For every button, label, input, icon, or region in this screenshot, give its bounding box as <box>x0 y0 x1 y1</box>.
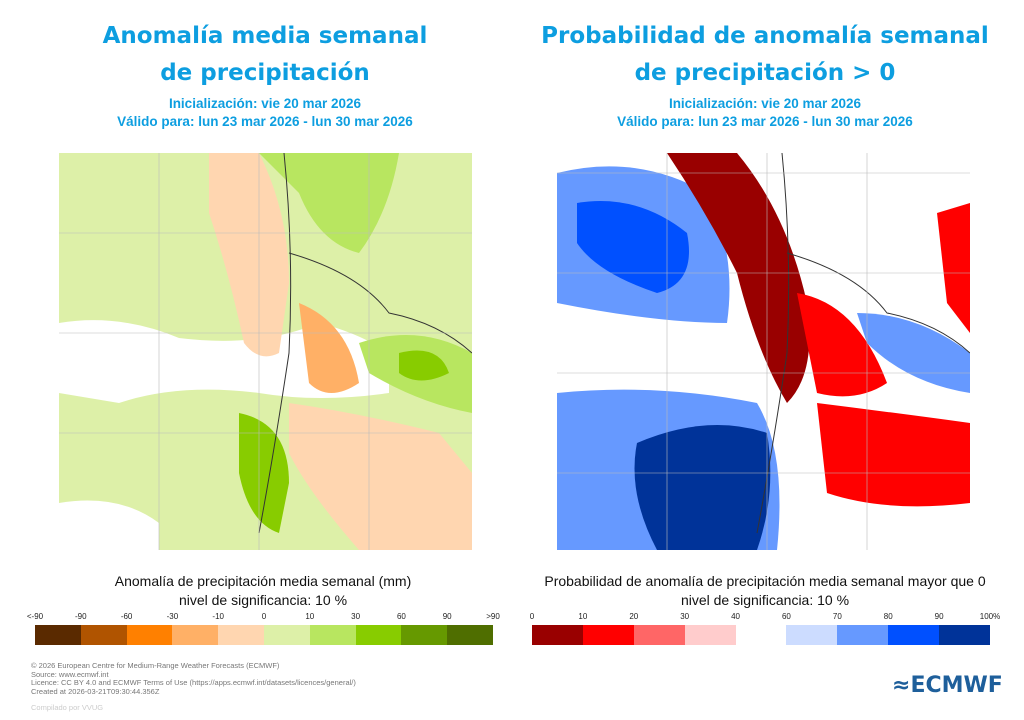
footer-copyright: © 2026 European Centre for Medium-Range … <box>31 661 280 670</box>
colorbar-swatch <box>35 625 81 645</box>
colorbar-tick: 60 <box>396 612 406 621</box>
colorbar-swatch <box>447 625 493 645</box>
map-white-sw <box>59 500 159 550</box>
map-red-southeast <box>817 403 970 507</box>
footer-source: Source: www.ecmwf.int <box>31 669 109 679</box>
colorbar-tick: 10 <box>305 612 315 621</box>
colorbar-swatch <box>582 625 634 645</box>
ecmwf-logo-text: ECMWF <box>910 673 1003 698</box>
map-coastline <box>756 153 970 534</box>
footer-licence: Licence: CC BY 4.0 and ECMWF Terms of Us… <box>31 678 356 687</box>
left-caption-text: Anomalía de precipitación media semanal … <box>114 573 412 589</box>
left-valid: Válido para: lun 23 mar 2026 - lun 30 ma… <box>117 114 413 129</box>
left-title-line2: de precipitación <box>160 60 370 86</box>
right-subtitle: Inicialización: vie 20 mar 2026 Válido pa… <box>515 95 1015 131</box>
colorbar-swatch <box>401 625 448 645</box>
probability-colorbar: 0 10 20 30 40 60 70 80 90 100% <box>529 612 1000 646</box>
colorbar-swatch <box>309 625 356 645</box>
colorbar-tick: 70 <box>832 612 842 621</box>
map-green-dark <box>399 350 449 381</box>
footer-credits: © 2026 European Centre for Medium-Range … <box>31 661 356 696</box>
map-gridlines <box>557 153 970 550</box>
colorbar-tick: >90 <box>486 612 500 621</box>
colorbar-tick: <-90 <box>26 612 44 621</box>
colorbar-swatch <box>264 625 310 645</box>
right-title: Probabilidad de anomalía semanal de preci… <box>515 18 1015 92</box>
colorbar-tick: 40 <box>731 612 740 621</box>
colorbar-tick: 0 <box>529 612 535 621</box>
colorbar-swatch <box>939 625 990 645</box>
colorbar-swatch <box>218 625 264 645</box>
left-subtitle: Inicialización: vie 20 mar 2026 Válido pa… <box>15 95 515 131</box>
colorbar-tick: -10 <box>212 612 224 621</box>
map-gridlines <box>59 153 472 550</box>
map-green-north <box>259 153 399 253</box>
probability-map <box>557 153 970 550</box>
colorbar-tick: 30 <box>680 612 690 621</box>
right-init: Inicialización: vie 20 mar 2026 <box>668 96 862 111</box>
colorbar-swatch <box>355 625 402 645</box>
left-title-line1: Anomalía media semanal <box>102 23 428 49</box>
ecmwf-logo-icon: ≈ <box>892 673 911 698</box>
compiled-by: Compilado por VVUG <box>31 703 104 712</box>
map-blue-nw-dark <box>577 201 689 293</box>
colorbar-tick: 60 <box>781 612 791 621</box>
colorbar-tick: -30 <box>166 612 179 621</box>
anomaly-map <box>59 153 472 550</box>
map-blue-south-dark <box>634 425 771 550</box>
colorbar-swatch <box>684 625 736 645</box>
colorbar-tick: -90 <box>75 612 87 621</box>
colorbar-swatch <box>126 625 173 645</box>
left-significance: nivel de significancia: 10 % <box>178 592 348 608</box>
anomaly-colorbar: <-90 -90 -60 -30 -10 0 10 30 60 90 >90 <box>27 612 500 646</box>
map-red-ne <box>937 203 970 333</box>
colorbar-swatch <box>80 625 127 645</box>
right-significance: nivel de significancia: 10 % <box>680 592 850 608</box>
colorbar-tick: -60 <box>120 612 133 621</box>
left-title: Anomalía media semanal de precipitación <box>15 18 515 92</box>
right-caption: Probabilidad de anomalía de precipitació… <box>515 572 1015 610</box>
colorbar-swatch <box>172 625 219 645</box>
left-caption: Anomalía de precipitación media semanal … <box>13 572 513 610</box>
colorbar-tick: 80 <box>883 612 893 621</box>
ecmwf-logo: ≈ECMWF <box>892 673 1003 698</box>
map-green-patagonia <box>239 413 289 533</box>
map-red-central <box>797 293 887 397</box>
colorbar-tick: 10 <box>578 612 588 621</box>
colorbar-tick: 30 <box>351 612 361 621</box>
colorbar-tick: 0 <box>261 612 267 621</box>
map-orange-central <box>299 303 359 393</box>
colorbar-swatch <box>532 625 583 645</box>
colorbar-swatch <box>633 625 685 645</box>
map-coastline <box>258 153 472 534</box>
map-orange-south <box>289 403 472 550</box>
right-caption-text: Probabilidad de anomalía de precipitació… <box>544 573 986 589</box>
colorbar-tick: 90 <box>442 612 452 621</box>
map-red-andes <box>667 153 810 403</box>
colorbar-tick: 20 <box>629 612 639 621</box>
left-init: Inicialización: vie 20 mar 2026 <box>168 96 362 111</box>
colorbar-swatch <box>786 625 838 645</box>
map-orange-andes <box>209 153 289 357</box>
colorbar-tick: 100% <box>979 612 1001 621</box>
colorbar-swatch <box>837 625 889 645</box>
colorbar-tick: 90 <box>934 612 944 621</box>
right-valid: Válido para: lun 23 mar 2026 - lun 30 ma… <box>617 114 913 129</box>
right-title-line2: de precipitación > 0 <box>634 60 896 86</box>
right-title-line1: Probabilidad de anomalía semanal <box>541 23 989 49</box>
colorbar-swatch <box>888 625 940 645</box>
footer-created: Created at 2026-03-21T09:30:44.356Z <box>31 686 160 696</box>
